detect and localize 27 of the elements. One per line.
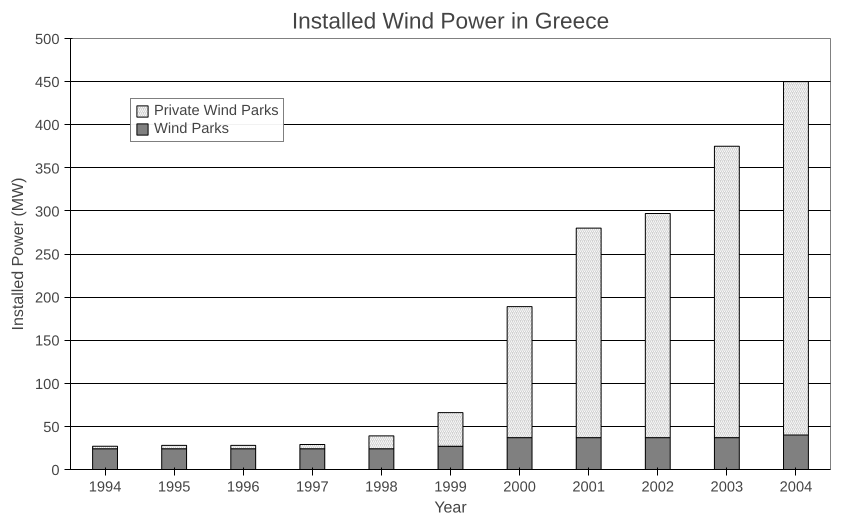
x-tick-label: 1994 [88, 480, 122, 496]
x-tick-label: 2000 [503, 480, 536, 496]
y-tick-label: 250 [35, 248, 60, 264]
x-tick-label: 1996 [226, 480, 260, 496]
x-tick-label: 1998 [365, 480, 398, 496]
y-tick-label: 0 [51, 463, 60, 479]
y-tick-label: 500 [35, 32, 60, 48]
legend-label: Wind Parks [154, 121, 229, 137]
y-tick-label: 400 [35, 118, 60, 134]
y-tick-label: 300 [35, 204, 60, 220]
y-tick-label: 450 [35, 75, 60, 92]
y-tick-label: 350 [35, 161, 60, 178]
x-tick-label: 2004 [780, 480, 812, 496]
x-tick-label: 2002 [641, 480, 674, 496]
x-axis-title: Year [434, 500, 468, 516]
x-tick-label: 2001 [572, 480, 605, 496]
y-axis-title: Installed Power (MW) [10, 178, 28, 330]
x-tick-label: 1995 [158, 480, 190, 496]
x-tick-label: 1997 [296, 480, 329, 496]
x-tick-label: 2003 [710, 480, 744, 496]
chart-title: Installed Wind Power in Greece [292, 8, 610, 34]
y-tick-label: 200 [35, 290, 60, 307]
y-tick-label: 100 [35, 376, 60, 393]
legend-label: Private Wind Parks [154, 103, 279, 119]
y-tick-label: 50 [43, 420, 60, 436]
y-tick-label: 150 [35, 334, 60, 350]
x-tick-label: 1999 [434, 480, 467, 496]
